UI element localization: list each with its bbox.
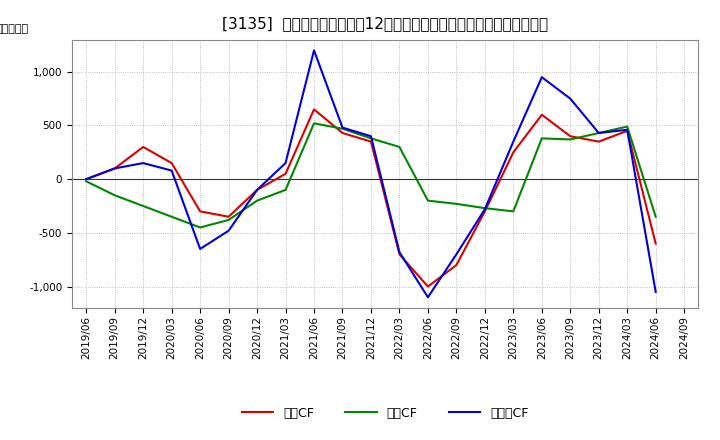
投資CF [423,198,432,203]
営業CF [595,139,603,144]
投資CF [167,214,176,220]
営業CF [338,130,347,136]
投資CF [480,205,489,211]
Line: フリーCF: フリーCF [86,50,656,297]
営業CF [480,209,489,214]
フリーCF [82,176,91,182]
営業CF [110,166,119,171]
フリーCF [395,249,404,255]
投資CF [338,126,347,132]
投資CF [253,198,261,203]
投資CF [282,187,290,193]
フリーCF [139,161,148,166]
フリーCF [537,74,546,80]
フリーCF [623,127,631,132]
投資CF [452,201,461,206]
Line: 営業CF: 営業CF [86,110,656,286]
営業CF [452,262,461,268]
営業CF [139,144,148,150]
フリーCF [282,161,290,166]
フリーCF [110,166,119,171]
フリーCF [225,228,233,233]
営業CF [253,187,261,193]
投資CF [623,124,631,129]
投資CF [225,217,233,223]
投資CF [537,136,546,141]
営業CF [225,214,233,220]
営業CF [282,171,290,176]
フリーCF [652,289,660,294]
Legend: 営業CF, 投資CF, フリーCF: 営業CF, 投資CF, フリーCF [242,407,528,420]
フリーCF [253,187,261,193]
営業CF [167,161,176,166]
フリーCF [167,168,176,173]
フリーCF [423,295,432,300]
営業CF [509,150,518,155]
投資CF [139,203,148,209]
投資CF [82,179,91,184]
フリーCF [338,125,347,130]
フリーCF [566,96,575,101]
フリーCF [595,130,603,136]
営業CF [652,241,660,246]
投資CF [196,225,204,230]
投資CF [366,136,375,141]
投資CF [395,144,404,150]
投資CF [310,121,318,126]
フリーCF [480,207,489,212]
営業CF [395,252,404,257]
投資CF [595,130,603,136]
営業CF [423,284,432,289]
営業CF [196,209,204,214]
Y-axis label: （百万円）: （百万円） [0,24,29,34]
投資CF [110,193,119,198]
フリーCF [452,252,461,257]
投資CF [509,209,518,214]
投資CF [566,137,575,142]
投資CF [652,214,660,220]
Line: 投資CF: 投資CF [86,123,656,227]
フリーCF [196,246,204,252]
営業CF [366,139,375,144]
フリーCF [310,48,318,53]
Title: [3135]  キャッシュフローの12か月移動合計の対前年同期増減額の推移: [3135] キャッシュフローの12か月移動合計の対前年同期増減額の推移 [222,16,548,32]
フリーCF [366,134,375,139]
営業CF [537,112,546,117]
営業CF [310,107,318,112]
営業CF [566,134,575,139]
フリーCF [509,139,518,144]
営業CF [623,128,631,133]
営業CF [82,176,91,182]
